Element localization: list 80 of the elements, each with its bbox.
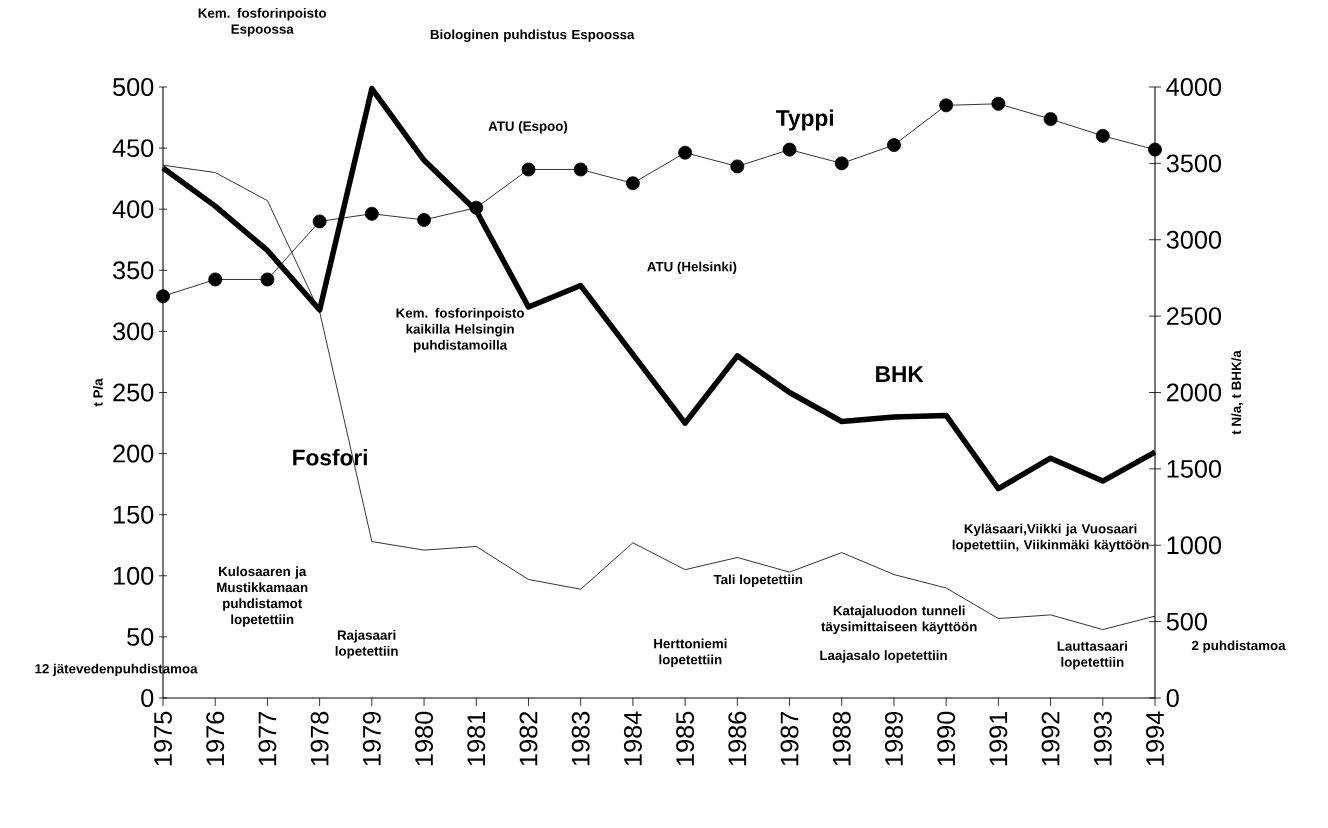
annotation: Herttoniemi lopetettiin (654, 638, 727, 667)
y-tick-label: 150 (113, 505, 154, 524)
y-tick-label: 250 (113, 383, 154, 402)
y-tick-label: 100 (113, 566, 154, 585)
annotation: ATU (Helsinki) (647, 261, 737, 275)
point (469, 200, 484, 215)
point (573, 162, 588, 177)
x-tick-label: 1980 (415, 711, 434, 766)
point (312, 214, 327, 229)
text: 2 puhdistamoa (1191, 640, 1286, 653)
annotation: 12 jätevedenpuhdistamoa (35, 663, 198, 677)
y-tick-label: 400 (112, 200, 154, 219)
x-tick-label: 1982 (519, 711, 538, 766)
point (626, 176, 640, 191)
point (887, 138, 901, 152)
y2-tick-label: 2500 (1166, 307, 1222, 326)
point (1148, 142, 1162, 157)
annotation: Rajasaari lopetettiin (335, 630, 398, 659)
point (364, 206, 379, 221)
y-tick-label: 300 (113, 322, 154, 341)
x-tick-label: 1981 (467, 711, 486, 766)
point (1095, 128, 1110, 143)
series-label: Typpi (776, 109, 833, 131)
x-tick-label: 1977 (258, 711, 277, 766)
annotation: ATU (Espoo) (488, 121, 568, 134)
x-tick-label: 1990 (937, 711, 956, 766)
x-tick-label: 1991 (989, 711, 1008, 766)
x-tick-label: 1978 (310, 711, 329, 766)
point (1043, 112, 1058, 126)
annotation: Katajaluodon tunneli täysimittaiseen käyttöön (821, 605, 977, 634)
y2-tick-label: 1000 (1167, 536, 1222, 555)
annotation: Kyläsaari,Viikki ja Vuosaari lopetettiin, Viikinmäki käyttöön (952, 523, 1149, 553)
y2-tick-label: 2000 (1166, 383, 1222, 402)
y-tick-label: 50 (127, 627, 154, 646)
point (991, 96, 1006, 111)
point (939, 98, 954, 113)
x-tick-label: 1979 (362, 711, 381, 766)
y-tick-label: 0 (141, 689, 154, 707)
y2-tick-label: 3500 (1166, 154, 1222, 173)
y-axis-title: t P/a (92, 378, 103, 407)
point (678, 145, 693, 160)
text: Biologinen puhdistus Espoossa (430, 29, 635, 42)
x-tick-label: 1992 (1041, 711, 1060, 766)
y-tick-label: 500 (113, 78, 154, 96)
annotation: Kem. fosforinpoisto kaikilla Helsingin puhdistamoilla (396, 307, 525, 353)
x-tick-label: 1989 (884, 711, 903, 766)
annotation: Kulosaaren ja Mustikkamaan puhdistamot lopetettiin (217, 566, 308, 627)
annotation: Laajasalo lopetettiin (820, 650, 947, 663)
x-tick-label: 1994 (1146, 711, 1164, 766)
x-tick-label: 1987 (780, 711, 799, 766)
y2-tick-label: 1500 (1167, 459, 1222, 478)
series-label: BHK (876, 366, 924, 382)
x-tick-label: 1985 (676, 711, 695, 766)
point (834, 156, 849, 171)
annotation: Lauttasaari lopetettiin (1057, 641, 1127, 670)
y2-tick-label: 3000 (1166, 230, 1222, 249)
y-tick-label: 350 (113, 261, 154, 280)
x-tick-label: 1986 (728, 711, 747, 766)
point (417, 212, 431, 227)
series-label: Fosfori (293, 448, 367, 466)
point (782, 142, 797, 157)
point (730, 159, 745, 174)
y2-axis-title: t N/a, t BHK/a (1231, 350, 1243, 435)
point (260, 272, 275, 287)
y2-tick-label: 0 (1166, 689, 1179, 707)
x-tick-label: 1984 (623, 711, 642, 766)
point (156, 289, 170, 304)
point (521, 162, 536, 177)
x-tick-label: 1993 (1093, 711, 1112, 766)
x-tick-label: 1983 (571, 711, 590, 766)
point (208, 272, 223, 287)
y-tick-label: 200 (113, 444, 154, 463)
x-tick-label: 1988 (832, 711, 851, 766)
y2-tick-label: 4000 (1166, 78, 1222, 96)
x-tick-label: 1976 (206, 711, 225, 766)
x-tick-label: 1975 (154, 711, 172, 766)
y-tick-label: 450 (112, 139, 154, 158)
text: Kem. fosforinpoisto Espoossa (198, 8, 327, 37)
annotation: Tali lopetettiin (713, 574, 803, 587)
y2-tick-label: 500 (1166, 612, 1207, 631)
